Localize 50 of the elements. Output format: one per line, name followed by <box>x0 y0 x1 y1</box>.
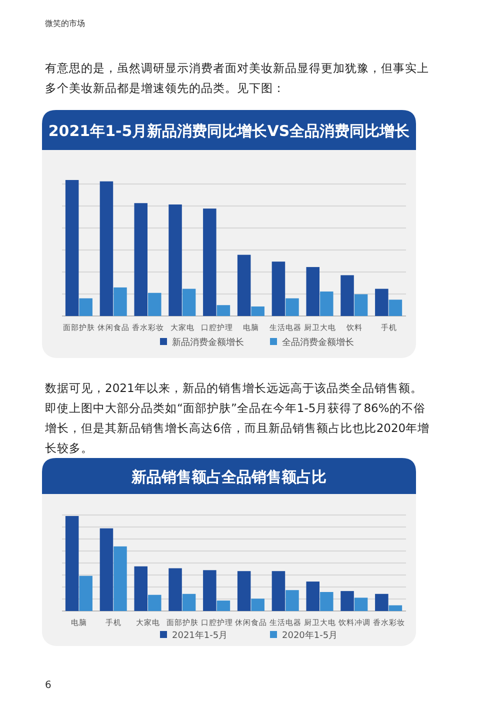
bar <box>272 262 286 316</box>
bar <box>148 594 162 611</box>
bar <box>272 571 286 611</box>
bar <box>237 571 251 611</box>
text: 数据可见，2021年以来，新品的销售增长远远高于该品类全品销售额。即使上图中大部分品类如“面部护肤”全品在今年1-5月获得了86%的不俗增长，但是其新品销售增长高达6倍，而且新品销售额占比也比2020年增长较多。 <box>45 380 430 457</box>
bar <box>79 576 92 611</box>
bar <box>100 181 114 316</box>
bar <box>306 267 320 316</box>
bar <box>168 204 182 316</box>
legend-label: 新品消费金额增长 <box>172 337 244 348</box>
bar <box>286 590 299 611</box>
text: 微笑的市场 <box>45 18 85 29</box>
bar <box>286 298 299 316</box>
bar <box>216 600 230 611</box>
bar <box>320 592 334 611</box>
bar <box>203 570 216 611</box>
bar <box>100 528 114 611</box>
bar <box>306 582 320 611</box>
bar <box>114 287 127 316</box>
bar <box>375 594 388 611</box>
bar <box>251 306 264 316</box>
bar <box>134 203 148 316</box>
bar <box>134 566 148 611</box>
text: 6 <box>45 680 52 691</box>
bar <box>168 568 182 611</box>
chart-title: 2021年1-5月新品消费同比增长VS全品消费同比增长 <box>48 122 411 140</box>
bar <box>251 598 264 611</box>
legend-label: 2020年1-5月 <box>282 630 338 641</box>
legend-label: 2021年1-5月 <box>172 630 228 641</box>
bar <box>354 294 368 316</box>
bar <box>216 305 230 316</box>
bar <box>182 594 196 611</box>
bar <box>388 300 402 316</box>
bar <box>65 516 79 611</box>
bar <box>182 288 196 316</box>
chart-title: 新品销售额占全品销售额占比 <box>130 468 326 486</box>
bar <box>340 275 354 316</box>
bar <box>237 254 251 316</box>
bar <box>203 208 216 316</box>
legend-label: 全品消费金额增长 <box>282 337 354 348</box>
text: 有意思的是，虽然调研显示消费者面对美妆新品显得更加犹豫，但事实上多个美妆新品都是增速领先的品类。见下图： <box>45 60 430 97</box>
bar <box>340 591 354 611</box>
bar <box>375 288 388 316</box>
bar <box>388 605 402 611</box>
bar <box>354 598 368 611</box>
bar <box>320 292 334 316</box>
bar <box>65 180 79 316</box>
bar <box>79 298 92 316</box>
bar <box>114 546 127 611</box>
bar <box>148 292 162 316</box>
